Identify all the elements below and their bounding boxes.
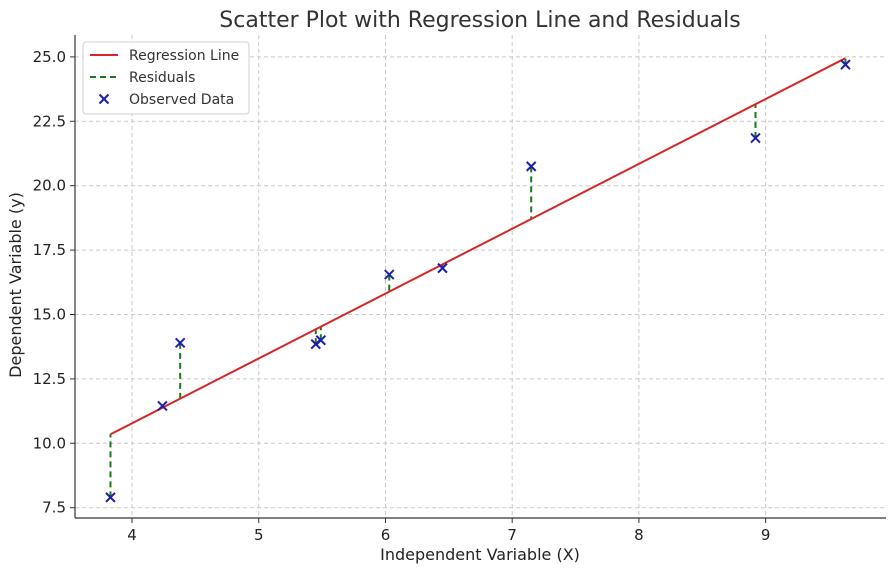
grid-lines [75, 35, 886, 518]
observed-point [105, 492, 116, 503]
observed-point [157, 400, 168, 412]
legend-regression-label: Regression Line [129, 48, 239, 64]
observed-point [840, 59, 851, 70]
y-tick-label: 20.0 [33, 177, 66, 195]
y-tick-label: 17.5 [33, 241, 66, 259]
x-ticks: 4 5 6 7 8 9 [127, 518, 770, 544]
y-tick-label: 12.5 [33, 370, 66, 388]
x-tick-label: 8 [634, 526, 644, 544]
legend-residuals-label: Residuals [129, 70, 195, 86]
y-tick-label: 25.0 [33, 48, 66, 66]
observed-point [437, 262, 448, 274]
regression-line [110, 57, 846, 436]
legend-box [82, 41, 250, 115]
y-axis-label: Dependent Variable (y) [6, 192, 25, 378]
plot-area [105, 57, 851, 503]
legend-observed-label: Observed Data [129, 92, 234, 108]
observed-point [384, 269, 395, 280]
x-tick-label: 5 [254, 526, 264, 544]
y-tick-label: 10.0 [33, 434, 66, 452]
observed-point [315, 335, 327, 346]
observed-point [750, 132, 761, 144]
x-tick-label: 4 [127, 526, 137, 544]
y-tick-label: 15.0 [33, 305, 66, 323]
legend: Regression Line Residuals Observed Data [82, 41, 250, 115]
x-tick-label: 6 [381, 526, 391, 544]
chart-title: Scatter Plot with Regression Line and Re… [219, 8, 740, 33]
legend-observed-cross [98, 93, 110, 105]
axes [74, 35, 886, 519]
y-ticks: 7.5 10.0 12.5 15.0 17.5 20.0 22.5 25.0 [33, 48, 75, 517]
x-tick-label: 9 [761, 526, 771, 544]
observed-point [525, 161, 537, 172]
legend-observed-marker [98, 93, 110, 105]
y-tick-label: 22.5 [33, 112, 66, 130]
x-axis-label: Independent Variable (X) [380, 545, 580, 564]
y-tick-label: 7.5 [42, 499, 66, 517]
x-tick-label: 7 [507, 526, 517, 544]
observed-point [174, 337, 186, 349]
